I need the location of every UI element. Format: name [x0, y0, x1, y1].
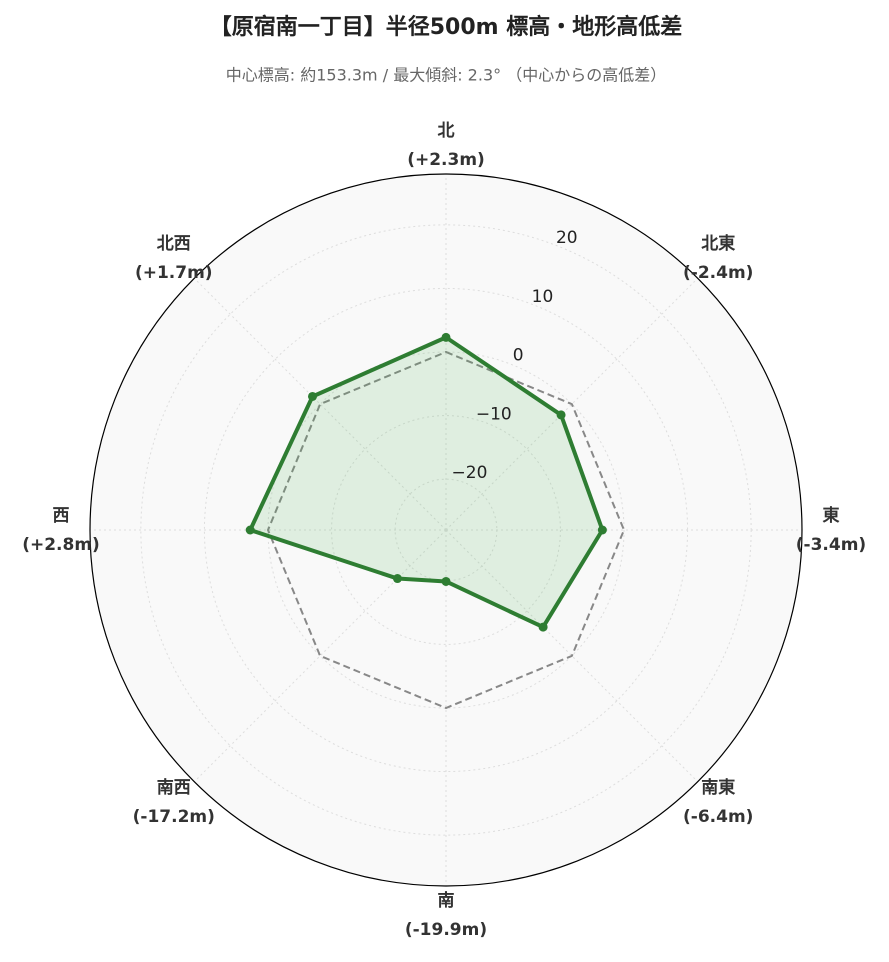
- value-label: (-3.4m): [796, 535, 866, 555]
- y-tick-label: −20: [452, 463, 488, 483]
- category-label: 南西: [157, 777, 191, 798]
- grid-circle: [331, 415, 561, 645]
- value-label: (+2.8m): [22, 535, 100, 555]
- y-tick-label: 10: [532, 287, 554, 307]
- data-point: [245, 525, 255, 535]
- data-point: [597, 525, 607, 535]
- category-label: 北東: [701, 233, 735, 254]
- data-point: [538, 622, 548, 632]
- data-point: [441, 576, 451, 586]
- spoke: [445, 277, 699, 531]
- data-point: [392, 574, 402, 584]
- value-label: (-2.4m): [683, 263, 753, 283]
- category-label: 北: [438, 121, 455, 141]
- category-label: 南: [438, 890, 455, 911]
- data-point: [307, 391, 317, 401]
- y-tick-label: 0: [513, 346, 524, 366]
- grid-circle: [267, 351, 625, 709]
- value-label: (-6.4m): [683, 807, 753, 827]
- value-label: (+2.3m): [407, 150, 485, 170]
- chart-subtitle: 中心標高: 約153.3m / 最大傾斜: 2.3° （中心からの高低差）: [226, 66, 666, 85]
- category-label: 南東: [701, 777, 735, 798]
- spoke: [193, 529, 447, 783]
- category-label: 東: [823, 505, 840, 526]
- spoke: [445, 529, 699, 783]
- y-tick-label: −10: [476, 404, 512, 424]
- data-point: [556, 410, 566, 420]
- data-point: [441, 332, 451, 342]
- category-label: 北西: [157, 234, 191, 254]
- category-label: 西: [53, 506, 70, 526]
- value-label: (-19.9m): [405, 920, 487, 940]
- value-label: (+1.7m): [135, 263, 213, 283]
- y-tick-label: 20: [556, 228, 578, 248]
- chart-title: 【原宿南一丁目】半径500m 標高・地形高低差: [210, 14, 683, 40]
- value-label: (-17.2m): [133, 807, 215, 827]
- spoke: [193, 277, 447, 531]
- baseline-ring: [266, 350, 626, 710]
- outer-ring: [89, 173, 803, 887]
